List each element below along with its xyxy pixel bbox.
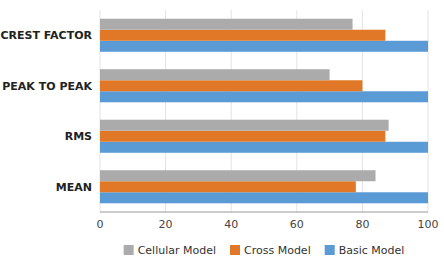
x-tick-label: 40 bbox=[224, 218, 238, 231]
y-tick-label: CREST FACTOR bbox=[1, 29, 93, 42]
bar bbox=[100, 131, 385, 142]
bar bbox=[100, 41, 428, 52]
bar bbox=[100, 19, 353, 30]
chart-svg: 0 20 40 60 80 100 MEAN RMS PEAK TO PEAK CREST FAC… bbox=[0, 0, 444, 276]
bar bbox=[100, 181, 356, 192]
bar bbox=[100, 120, 389, 131]
bar bbox=[100, 170, 376, 181]
x-axis-line bbox=[100, 212, 428, 213]
bar bbox=[100, 30, 385, 41]
bars bbox=[100, 19, 428, 204]
bar bbox=[100, 80, 362, 91]
grid-line bbox=[428, 10, 429, 212]
grid bbox=[100, 10, 428, 212]
x-tick-label: 100 bbox=[418, 218, 439, 231]
x-tick-label: 20 bbox=[159, 218, 173, 231]
bar bbox=[100, 142, 428, 153]
bar bbox=[100, 192, 428, 203]
y-tick-label: MEAN bbox=[56, 181, 92, 194]
chart-container: 0 20 40 60 80 100 MEAN RMS PEAK TO PEAK CREST FAC… bbox=[0, 0, 444, 276]
x-tick-label: 0 bbox=[97, 218, 104, 231]
x-tick-label: 80 bbox=[355, 218, 369, 231]
legend-label: Cross Model bbox=[244, 244, 311, 257]
x-tick-label: 60 bbox=[290, 218, 304, 231]
legend: Cellular Model Cross Model Basic Model bbox=[124, 244, 405, 257]
y-tick-label: PEAK TO PEAK bbox=[2, 80, 92, 93]
legend-swatch bbox=[230, 245, 240, 255]
bar bbox=[100, 91, 428, 102]
legend-label: Basic Model bbox=[339, 244, 405, 257]
y-tick-label: RMS bbox=[65, 130, 92, 143]
legend-swatch bbox=[124, 245, 134, 255]
legend-swatch bbox=[325, 245, 335, 255]
bar bbox=[100, 69, 330, 80]
legend-label: Cellular Model bbox=[138, 244, 216, 257]
